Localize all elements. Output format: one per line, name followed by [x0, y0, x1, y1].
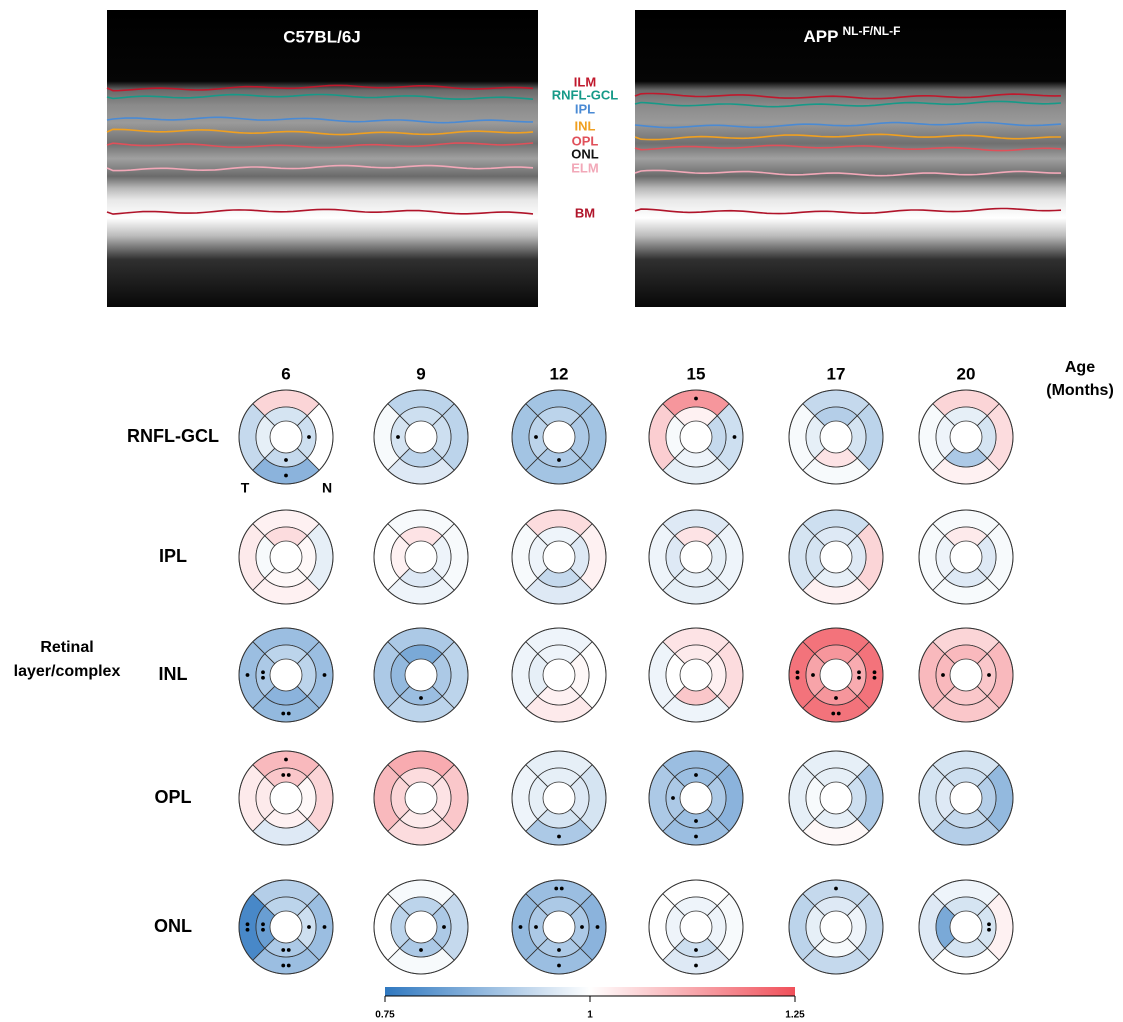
significance-dot [284, 474, 288, 478]
age-label: 15 [687, 364, 706, 383]
significance-dot [987, 922, 991, 926]
image-title: C57BL/6J [283, 27, 360, 46]
significance-dot [596, 925, 600, 929]
significance-dot [246, 922, 250, 926]
age-label: 6 [281, 364, 290, 383]
significance-dot [694, 964, 698, 968]
row-label: RNFL-GCL [127, 426, 219, 446]
row-label: IPL [159, 546, 187, 566]
significance-dot [284, 458, 288, 462]
significance-dot [557, 835, 561, 839]
layer-label: IPL [575, 101, 595, 116]
significance-dot [560, 887, 564, 891]
significance-dot [941, 673, 945, 677]
colorbar-tick-label: 0.75 [375, 1010, 395, 1021]
oct-image-right [635, 10, 1066, 307]
significance-dot [281, 773, 285, 777]
significance-dot [307, 435, 311, 439]
significance-dot [733, 435, 737, 439]
row-label: ONL [154, 916, 192, 936]
significance-dot [837, 712, 841, 716]
significance-dot [694, 773, 698, 777]
significance-dot [287, 773, 291, 777]
significance-dot [519, 925, 523, 929]
significance-dot [580, 925, 584, 929]
significance-dot [811, 673, 815, 677]
significance-dot [554, 887, 558, 891]
significance-dot [834, 696, 838, 700]
significance-dot [323, 673, 327, 677]
significance-dot [323, 925, 327, 929]
significance-dot [857, 670, 861, 674]
significance-dot [281, 948, 285, 952]
significance-dot [246, 673, 250, 677]
row-axis-title: Retinal [40, 639, 93, 656]
significance-dot [857, 676, 861, 680]
figure: C57BL/6J APPNL-F/NL-F ILMRNFL-GCLIPLINLO… [0, 0, 1123, 1022]
significance-dot [694, 835, 698, 839]
oct-image-left [107, 10, 538, 307]
orientation-label: T [241, 480, 250, 496]
age-axis-title: Age [1065, 359, 1095, 376]
age-label: 20 [957, 364, 976, 383]
significance-dot [796, 670, 800, 674]
colorbar-tick-label: 1 [587, 1010, 593, 1021]
significance-dot [284, 758, 288, 762]
layer-label: RNFL-GCL [552, 87, 618, 102]
layer-label: ONL [571, 146, 599, 161]
significance-dot [873, 670, 877, 674]
age-label: 17 [827, 364, 846, 383]
significance-dot [281, 712, 285, 716]
significance-dot [281, 964, 285, 968]
significance-dot [694, 397, 698, 401]
layer-label: ELM [571, 160, 598, 175]
significance-dot [261, 676, 265, 680]
image-title-main: APP [804, 27, 839, 46]
significance-dot [873, 676, 877, 680]
row-label: INL [159, 664, 188, 684]
significance-dot [671, 796, 675, 800]
significance-dot [419, 696, 423, 700]
row-axis-title: layer/complex [14, 663, 121, 680]
layer-label: BM [575, 205, 595, 220]
significance-dot [261, 670, 265, 674]
significance-dot [694, 819, 698, 823]
significance-dot [287, 712, 291, 716]
significance-dot [287, 964, 291, 968]
significance-dot [987, 928, 991, 932]
layer-label: INL [575, 118, 596, 133]
significance-dot [831, 712, 835, 716]
significance-dot [557, 458, 561, 462]
significance-dot [246, 928, 250, 932]
significance-dot [442, 925, 446, 929]
image-title-sup: NL-F/NL-F [842, 24, 900, 38]
significance-dot [834, 887, 838, 891]
significance-dot [261, 928, 265, 932]
age-label: 12 [550, 364, 569, 383]
significance-dot [287, 948, 291, 952]
significance-dot [534, 925, 538, 929]
significance-dot [534, 435, 538, 439]
significance-dot [557, 964, 561, 968]
significance-dot [557, 948, 561, 952]
colorbar-tick-label: 1.25 [785, 1010, 805, 1021]
significance-dot [396, 435, 400, 439]
significance-dot [987, 673, 991, 677]
significance-dot [419, 948, 423, 952]
significance-dot [796, 676, 800, 680]
age-axis-unit: (Months) [1046, 382, 1114, 399]
row-label: OPL [154, 787, 191, 807]
orientation-label: N [322, 480, 332, 496]
significance-dot [261, 922, 265, 926]
colorbar [385, 987, 795, 996]
significance-dot [307, 925, 311, 929]
significance-dot [694, 948, 698, 952]
age-label: 9 [416, 364, 425, 383]
